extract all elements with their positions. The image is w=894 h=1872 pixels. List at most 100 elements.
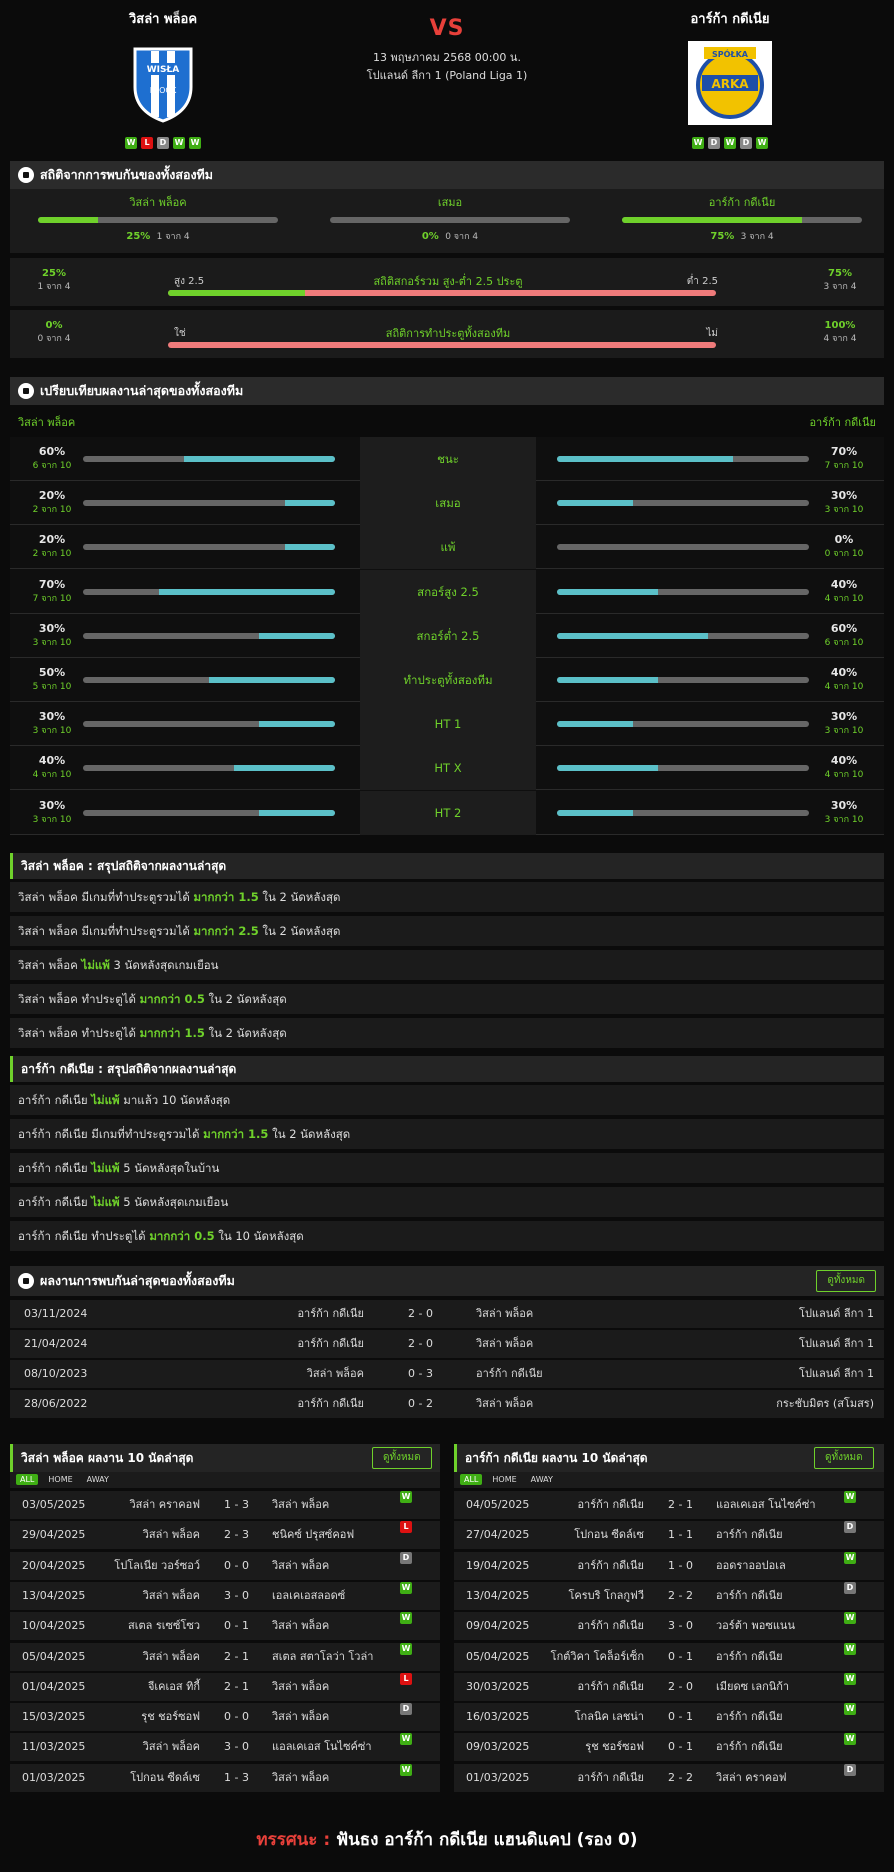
compare-right-bar [557,544,809,551]
h2h-match-row[interactable]: 08/10/2023 วิสล่า พล็อค 0 - 3 อาร์ก้า กดีเน… [10,1360,884,1388]
last10-row[interactable]: 10/04/2025 สเตล รเซซ์โซว 0 - 1 วิสล่า พล็อค… [10,1612,440,1641]
compare-right-pct: 30% [830,489,858,503]
tab-away[interactable]: AWAY [530,1475,553,1484]
last10-row[interactable]: 01/04/2025 จีเคเอส ทิกี้ 2 - 1 วิสล่า พล็อค… [10,1672,440,1701]
match-away: เมียดซ เลกนิก้า [716,1679,790,1693]
result-badge: W [844,1491,856,1503]
summary-row: วิสล่า พล็อค มีเกมที่ทำประตูรวมได้ มากกว… [10,882,884,912]
last10-row[interactable]: 03/05/2025 วิสล่า คราคอฟ 1 - 3 วิสล่า พล็อค… [10,1491,440,1519]
compare-table: 60% 6 จาก 10 ชนะ 70% 7 จาก 10 20% 2 จาก 10 เสมอ… [10,437,884,835]
last10-row[interactable]: 13/04/2025 วิสล่า พล็อค 3 - 0 เอลเคเอสลอดซ์… [10,1581,440,1610]
h2h-view-all-button[interactable]: ดูทั้งหมด [816,1270,876,1292]
h2h-match-row[interactable]: 03/11/2024 อาร์ก้า กดีเนีย 2 - 0 วิสล่า พล็… [10,1300,884,1328]
last10-row[interactable]: 11/03/2025 วิสล่า พล็อค 3 - 0 แอลเคเอส โนไซ… [10,1733,440,1762]
match-score: 1 - 0 [668,1558,693,1572]
summary-highlight: ไม่แพ้ [91,1161,120,1175]
result-badge: D [844,1763,856,1776]
last10-row[interactable]: 05/04/2025 วิสล่า พล็อค 2 - 1 สเตล สตาโลว่า… [10,1642,440,1671]
match-away: สเตล สตาโลว่า โวล่า [272,1649,374,1663]
compare-left-pct: 60% [38,445,66,458]
match-competition: โปแลนด์ ลีกา 1 [799,1367,874,1380]
compare-title: เปรียบเทียบผลงานล่าสุดของทั้งสองทีม [40,383,244,398]
last10-row[interactable]: 29/04/2025 วิสล่า พล็อค 2 - 3 ชนิคซ์ ปรุสซ์… [10,1521,440,1550]
tab-home[interactable]: HOME [492,1475,517,1484]
match-date: 13/04/2025 [466,1588,530,1602]
h2h-draw-bar [330,217,570,223]
match-date: 30/03/2025 [466,1679,530,1693]
tab-all[interactable]: ALL [460,1474,483,1485]
match-date: 01/03/2025 [22,1770,86,1784]
last10-row[interactable]: 01/03/2025 อาร์ก้า กดีเนีย 2 - 2 วิสล่า ครา… [454,1763,884,1792]
compare-left-bar [83,721,335,728]
home-team-name: วิสล่า พล็อค [128,12,198,27]
tab-home[interactable]: HOME [48,1475,73,1484]
home-last10-view-all-button[interactable]: ดูทั้งหมด [372,1447,432,1469]
compare-label: HT 1 [360,702,536,747]
match-home: รุช ชอร์ซอฟ [141,1710,200,1724]
last10-row[interactable]: 19/04/2025 อาร์ก้า กดีเนีย 1 - 0 ออดราออปอเ… [454,1551,884,1580]
match-home: สเตล รเซซ์โซว [127,1619,200,1633]
compare-left-pct: 20% [38,489,66,503]
compare-right-pct: 40% [830,754,858,768]
match-score: 2 - 1 [224,1649,249,1663]
compare-right-count: 4 จาก 10 [824,593,864,604]
summary-highlight: ไม่แพ้ [91,1093,120,1107]
compare-row: 70% 7 จาก 10 สกอร์สูง 2.5 40% 4 จาก 10 [10,569,884,614]
away-last10-view-all-button[interactable]: ดูทั้งหมด [814,1447,874,1469]
last10-row[interactable]: 09/03/2025 รุช ชอร์ซอฟ 0 - 1 อาร์ก้า กดีเนี… [454,1733,884,1762]
compare-left-pct: 30% [38,621,66,635]
compare-right-count: 6 จาก 10 [824,637,864,648]
compare-right-value: 40% 4 จาก 10 [814,666,874,693]
summary-row: วิสล่า พล็อค ทำประตูได้ มากกว่า 0.5 ใน 2… [10,984,884,1014]
result-badge: W [844,1733,856,1746]
summary-text: ใน 2 นัดหลังสุด [268,1127,351,1141]
h2h-match-row[interactable]: 28/06/2022 อาร์ก้า กดีเนีย 0 - 2 วิสล่า พล็… [10,1390,884,1418]
ou-right-count: 3 จาก 4 [823,282,857,292]
match-home: อาร์ก้า กดีเนีย [577,1498,644,1511]
last10-row[interactable]: 09/04/2025 อาร์ก้า กดีเนีย 3 - 0 วอร์ต้า พอ… [454,1612,884,1641]
form-badge: L [141,137,153,149]
tab-away[interactable]: AWAY [86,1475,109,1484]
match-home: วิสล่า คราคอฟ [129,1498,200,1511]
compare-label: สกอร์ต่ำ 2.5 [360,613,536,658]
h2h-home-bar [38,217,278,223]
result-badge: W [400,1491,412,1503]
match-away: วิสล่า พล็อค [272,1710,330,1724]
summary-highlight: มากกว่า 0.5 [139,992,205,1006]
result-badge: W [400,1581,412,1594]
h2h-home-count: 1 จาก 4 [156,232,190,242]
last10-row[interactable]: 20/04/2025 โปโลเนีย วอร์ซอว์ 0 - 0 วิสล่า พ… [10,1551,440,1580]
match-away: ออดราออปอเล [716,1558,786,1572]
match-away: วิสล่า พล็อค [272,1619,330,1633]
result-badge: W [400,1612,412,1625]
match-score: 2 - 1 [668,1498,693,1511]
match-score: 1 - 1 [668,1528,693,1542]
last10-row[interactable]: 13/04/2025 โครบริ โกลกูฟวี 2 - 2 อาร์ก้า กด… [454,1581,884,1610]
h2h-match-row[interactable]: 21/04/2024 อาร์ก้า กดีเนีย 2 - 0 วิสล่า พล็… [10,1330,884,1358]
h2h-draw-pct: 0% [421,231,439,242]
compare-row: 60% 6 จาก 10 ชนะ 70% 7 จาก 10 [10,437,884,481]
compare-left-pct: 40% [38,754,66,768]
ou-left-count: 1 จาก 4 [37,282,71,292]
match-away: อาร์ก้า กดีเนีย [716,1649,783,1663]
last10-row[interactable]: 04/05/2025 อาร์ก้า กดีเนีย 2 - 1 แอลเคเอส โ… [454,1491,884,1519]
compare-row: 50% 5 จาก 10 ทำประตูทั้งสองทีม 40% 4 จาก 10 [10,658,884,702]
last10-row[interactable]: 15/03/2025 รุช ชอร์ซอฟ 0 - 0 วิสล่า พล็อค D [10,1703,440,1732]
compare-left-bar [83,588,335,595]
compare-left-count: 2 จาก 10 [32,549,72,560]
btts-bar [168,342,716,348]
form-badge: W [125,137,137,149]
compare-right-count: 3 จาก 10 [824,726,864,737]
last10-row[interactable]: 05/04/2025 โกต์วิคา โคล็อร์เซ็ก 0 - 1 อาร์ก… [454,1642,884,1671]
last10-row[interactable]: 01/03/2025 โปกอน ซีดล์เซ 1 - 3 วิสล่า พล็อค… [10,1763,440,1792]
home-last10-section: วิสล่า พล็อค ผลงาน 10 นัดล่าสุด ดูทั้งหม… [10,1444,440,1488]
tab-all[interactable]: ALL [16,1474,39,1485]
last10-row[interactable]: 30/03/2025 อาร์ก้า กดีเนีย 2 - 0 เมียดซ เลก… [454,1672,884,1701]
summary-text: อาร์ก้า กดีเนีย [18,1161,92,1175]
last10-row[interactable]: 27/04/2025 โปกอน ซีดล์เซ 1 - 1 อาร์ก้า กดีเ… [454,1521,884,1550]
compare-label: ทำประตูทั้งสองทีม [360,658,536,702]
result-badge: L [400,1672,412,1685]
last10-row[interactable]: 16/03/2025 โกลนิค เลชน่า 0 - 1 อาร์ก้า กดีเ… [454,1703,884,1732]
summary-row: อาร์ก้า กดีเนีย ไม่แพ้ 5 นัดหลังสุดในบ้า… [10,1153,884,1183]
